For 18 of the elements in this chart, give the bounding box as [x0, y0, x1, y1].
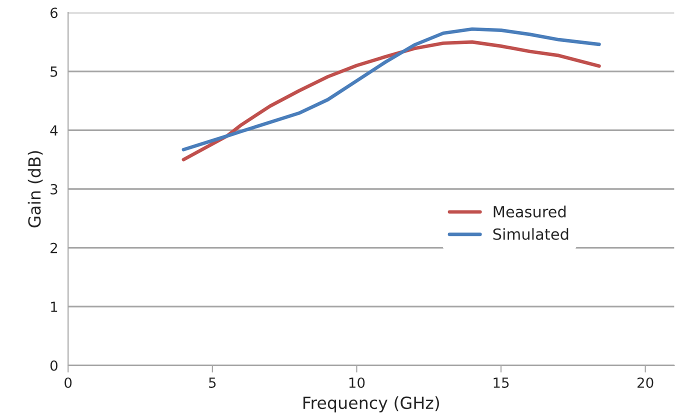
legend-label: Measured	[494, 206, 566, 218]
y-tick-label: 1	[51, 302, 58, 312]
legend-label: Simulated	[493, 228, 568, 240]
line-series	[182, 27, 601, 152]
y-tick-label: 0	[50, 360, 58, 371]
x-tick-label: 0	[64, 377, 72, 388]
x-tick-label: 5	[209, 378, 216, 388]
y-tick-label: 3	[50, 184, 58, 194]
y-tick-label: 2	[50, 242, 57, 254]
line-series	[182, 40, 601, 162]
x-tick-label: 15	[494, 378, 509, 388]
y-tick-label: 5	[50, 66, 58, 77]
y-tick-label: 4	[50, 125, 58, 136]
x-tick-label: 20	[638, 377, 654, 388]
y-axis-title: Gain (dB)	[28, 151, 43, 228]
x-tick-label: 10	[349, 377, 365, 388]
x-axis-title: Frequency (GHz)	[303, 396, 440, 412]
y-tick-label: 6	[50, 8, 58, 18]
